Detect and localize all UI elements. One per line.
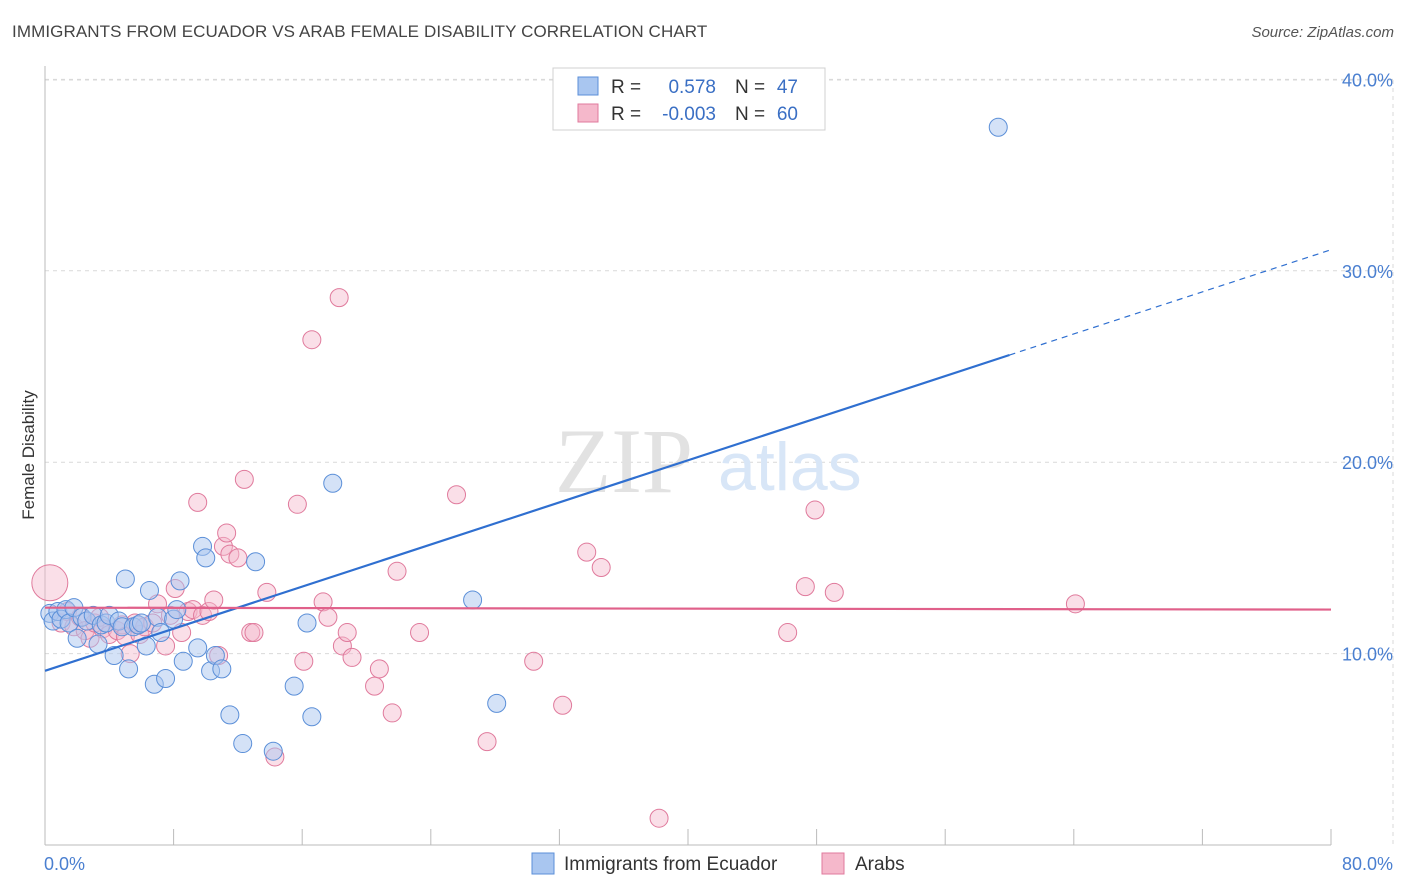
ecuador-point bbox=[233, 734, 253, 754]
legend-swatch-pink bbox=[577, 103, 599, 123]
ecuador-point bbox=[156, 668, 176, 688]
ecuador-trend-line bbox=[44, 353, 1010, 672]
y-tick-label-40: 40.0% bbox=[1342, 70, 1393, 90]
legend-r-label-1: R = bbox=[611, 77, 641, 98]
ecuador-point bbox=[263, 741, 283, 761]
ecuador-point bbox=[487, 693, 507, 713]
legend-r-value-2: -0.003 bbox=[662, 104, 716, 125]
trend-lines bbox=[44, 249, 1332, 672]
ecuador-point bbox=[173, 651, 193, 671]
arabs-point bbox=[188, 492, 208, 512]
arabs-point bbox=[302, 330, 322, 350]
ecuador-point bbox=[115, 569, 135, 589]
chart-source: Source: ZipAtlas.com bbox=[1251, 24, 1394, 41]
legend-r-value-1: 0.578 bbox=[668, 77, 716, 98]
arabs-point bbox=[294, 651, 314, 671]
ecuador-point bbox=[220, 705, 240, 725]
axes bbox=[44, 66, 1332, 846]
arabs-point bbox=[244, 623, 264, 643]
ecuador-point bbox=[67, 628, 87, 648]
y-tick-label-20: 20.0% bbox=[1342, 453, 1393, 473]
arabs-point bbox=[369, 659, 389, 679]
y-tick-label-10: 10.0% bbox=[1342, 645, 1393, 665]
arabs-point bbox=[342, 647, 362, 667]
legend-n-value-1: 47 bbox=[777, 77, 798, 98]
chart-title: IMMIGRANTS FROM ECUADOR VS ARAB FEMALE D… bbox=[12, 22, 708, 41]
legend-n-label-2: N = bbox=[735, 104, 765, 125]
legend-swatch-blue bbox=[577, 76, 599, 96]
ecuador-point bbox=[463, 590, 483, 610]
arabs-point bbox=[382, 703, 402, 723]
y-tick-label-30: 30.0% bbox=[1342, 262, 1393, 282]
ecuador-point bbox=[104, 646, 124, 666]
arabs-point bbox=[447, 485, 467, 505]
arabs-point bbox=[795, 577, 815, 597]
x-tick-label-min: 0.0% bbox=[44, 854, 85, 874]
arabs-point bbox=[318, 607, 338, 627]
stats-legend: R = 0.578 N = 47 R = -0.003 N = 60 bbox=[552, 67, 826, 131]
ecuador-point bbox=[302, 707, 322, 727]
arabs-point bbox=[577, 542, 597, 562]
arabs-point bbox=[217, 523, 237, 543]
arabs-point bbox=[553, 695, 573, 715]
ecuador-point bbox=[139, 580, 159, 600]
watermark-zip: ZIP bbox=[555, 410, 693, 512]
arabs-point bbox=[524, 651, 544, 671]
arabs-point bbox=[329, 288, 349, 308]
watermark: ZIP atlas bbox=[555, 410, 862, 512]
ecuador-point bbox=[188, 638, 208, 658]
series-legend-swatch-arabs bbox=[821, 852, 845, 875]
arabs-point bbox=[31, 564, 69, 602]
ecuador-point bbox=[297, 613, 317, 633]
legend-n-label-1: N = bbox=[735, 77, 765, 98]
arabs-point bbox=[228, 548, 248, 568]
ecuador-point bbox=[246, 552, 266, 572]
arabs-point bbox=[204, 590, 224, 610]
arabs-point bbox=[313, 592, 333, 612]
arabs-point bbox=[477, 732, 497, 752]
ecuador-point bbox=[148, 607, 168, 627]
ecuador-points bbox=[40, 117, 1008, 761]
arabs-point bbox=[337, 623, 357, 643]
arabs-point bbox=[410, 623, 430, 643]
arabs-trend-line bbox=[44, 606, 1332, 611]
series-legend-swatch-ecuador bbox=[531, 852, 555, 875]
ecuador-point bbox=[284, 676, 304, 696]
y-axis-label: Female Disability bbox=[19, 390, 38, 520]
ecuador-point bbox=[212, 659, 232, 679]
ecuador-trend-extension bbox=[1009, 249, 1332, 356]
ecuador-point bbox=[196, 548, 216, 568]
arabs-points bbox=[31, 288, 1085, 828]
ecuador-point bbox=[167, 600, 187, 620]
watermark-atlas: atlas bbox=[718, 429, 862, 505]
ecuador-point bbox=[988, 117, 1008, 137]
series-legend-ecuador: Immigrants from Ecuador bbox=[564, 854, 778, 875]
ecuador-point bbox=[119, 659, 139, 679]
tick-labels: 10.0% 20.0% 30.0% 40.0% 0.0% 80.0% bbox=[44, 70, 1393, 874]
arabs-point bbox=[649, 808, 669, 828]
arabs-point bbox=[778, 623, 798, 643]
x-tick-label-max: 80.0% bbox=[1342, 854, 1393, 874]
ecuador-point bbox=[131, 613, 151, 633]
legend-n-value-2: 60 bbox=[777, 104, 798, 125]
arabs-point bbox=[824, 582, 844, 602]
ecuador-point bbox=[323, 473, 343, 493]
arabs-point bbox=[805, 500, 825, 520]
ecuador-point bbox=[170, 571, 190, 591]
arabs-point bbox=[387, 561, 407, 581]
arabs-point bbox=[287, 494, 307, 514]
legend-r-label-2: R = bbox=[611, 104, 641, 125]
arabs-point bbox=[365, 676, 385, 696]
arabs-point bbox=[591, 557, 611, 577]
arabs-point bbox=[234, 469, 254, 489]
series-legend: Immigrants from Ecuador Arabs bbox=[531, 852, 905, 875]
series-legend-arabs: Arabs bbox=[855, 854, 905, 875]
